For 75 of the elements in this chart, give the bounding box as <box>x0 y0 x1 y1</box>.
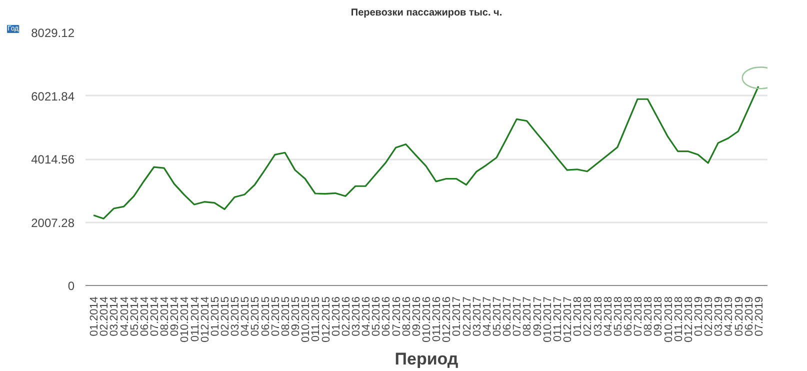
x-tick-label: 012.2015 <box>320 296 332 342</box>
chart-title: Перевозки пассажиров тыс. ч. <box>350 8 502 18</box>
y-tick-label: 0 <box>68 279 75 293</box>
x-axis-title: Период <box>394 349 458 368</box>
x-tick-label: 02.2015 <box>220 296 232 336</box>
x-tick-label: 011.2014 <box>189 296 202 342</box>
x-tick-label: 012.2014 <box>199 296 212 342</box>
x-tick-label: 05.2018 <box>612 296 624 336</box>
x-tick-label: 02.2014 <box>98 296 111 336</box>
x-tick-label: 010.2018 <box>662 296 675 342</box>
x-tick-label: 05.2017 <box>492 296 504 336</box>
x-tick-label: 04.2016 <box>360 296 373 336</box>
x-tick-label: 05.2015 <box>250 296 262 336</box>
y-tick-label: 2007.28 <box>31 216 75 230</box>
x-tick-label: 07.2019 <box>753 296 766 336</box>
x-tick-label: 03.2014 <box>108 296 121 336</box>
x-tick-label: 09.2015 <box>290 296 302 336</box>
x-tick-label: 01.2019 <box>692 296 705 336</box>
x-tick-label: 012.2016 <box>441 296 454 342</box>
x-tick-label: 06.2017 <box>502 296 514 336</box>
x-tick-label: 01.2014 <box>88 296 101 336</box>
x-tick-label: 04.2014 <box>118 296 131 336</box>
x-tick-label: 08.2014 <box>159 296 172 336</box>
line-series <box>92 86 760 220</box>
x-tick-label: 05.2019 <box>733 296 746 336</box>
x-tick-label: 03.2018 <box>592 296 604 336</box>
x-tick-label: 07.2016 <box>390 296 403 336</box>
x-tick-label: 010.2017 <box>542 296 554 342</box>
x-tick-label: 07.2015 <box>270 296 282 336</box>
x-tick-label: 04.2017 <box>481 296 494 336</box>
x-tick-label: 05.2014 <box>128 296 141 336</box>
x-tick-label: 08.2018 <box>642 296 655 336</box>
y-tick-label: 4014.56 <box>31 152 75 166</box>
x-tick-label: 01.2015 <box>209 296 222 336</box>
y-tick-label: 6021.84 <box>31 89 75 104</box>
x-tick-label: 09.2016 <box>410 296 423 336</box>
x-tick-label: 03.2017 <box>471 296 484 336</box>
x-tick-label: 06.2014 <box>138 296 151 336</box>
x-tick-label: 06.2015 <box>260 296 272 336</box>
x-tick-label: 03.2019 <box>713 296 726 336</box>
x-tick-label: 04.2015 <box>240 296 252 336</box>
x-tick-label: 08.2015 <box>280 296 292 336</box>
x-tick-label: 012.2018 <box>682 296 695 342</box>
x-tick-label: 07.2018 <box>632 296 645 336</box>
x-tick-label: 011.2018 <box>672 296 685 342</box>
x-tick-label: 010.2014 <box>179 296 192 342</box>
x-tick-label: 09.2018 <box>652 296 665 336</box>
x-tick-label: 04.2018 <box>602 296 614 336</box>
x-tick-label: 011.2015 <box>310 296 322 342</box>
x-tick-label: 02.2016 <box>340 296 352 336</box>
x-tick-label: 06.2016 <box>380 296 393 336</box>
x-tick-label: 01.2018 <box>572 296 584 336</box>
x-tick-label: 09.2017 <box>532 296 544 336</box>
x-tick-label: 012.2017 <box>562 296 574 342</box>
x-tick-label: 03.2015 <box>230 296 242 336</box>
x-tick-label: 06.2019 <box>743 296 756 336</box>
x-tick-label: 05.2016 <box>370 296 383 336</box>
x-tick-label: 06.2018 <box>622 296 634 336</box>
x-tick-label: 011.2016 <box>431 296 444 342</box>
x-tick-label: 010.2015 <box>300 296 312 342</box>
x-tick-label: 02.2019 <box>703 296 716 336</box>
x-tick-label: 04.2019 <box>723 296 736 336</box>
x-tick-label: 010.2016 <box>420 296 433 342</box>
x-tick-label: 01.2016 <box>330 296 342 336</box>
x-tick-label: 07.2014 <box>149 296 161 336</box>
x-tick-label: 09.2014 <box>169 296 182 336</box>
y-tick-label: 8029.12 <box>31 26 75 40</box>
x-tick-label: 02.2017 <box>461 296 474 336</box>
x-tick-label: 02.2018 <box>582 296 594 336</box>
x-tick-label: 07.2017 <box>512 296 524 336</box>
x-tick-label: 08.2016 <box>400 296 413 336</box>
x-tick-label: 08.2017 <box>522 296 534 336</box>
x-tick-label: 01.2017 <box>451 296 464 336</box>
x-tick-label: 03.2016 <box>350 296 362 336</box>
x-tick-label: 011.2017 <box>552 296 564 342</box>
